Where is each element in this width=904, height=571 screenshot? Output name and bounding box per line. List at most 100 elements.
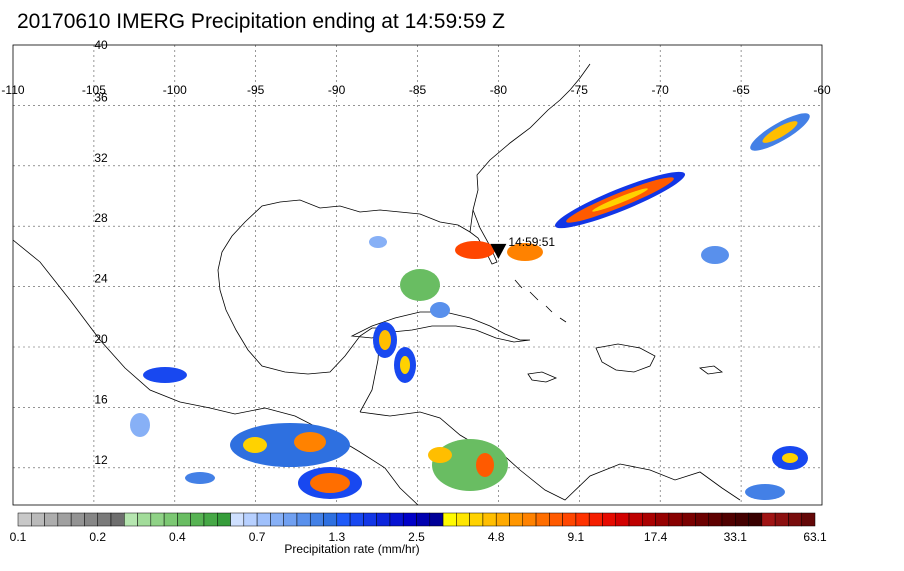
colorbar-swatch xyxy=(389,512,404,527)
colorbar-swatch xyxy=(456,512,470,527)
longitude-tick-label: -60 xyxy=(813,83,831,97)
colorbar-swatch xyxy=(469,512,484,527)
latitude-tick-label: 12 xyxy=(94,453,108,467)
longitude-tick-label: -95 xyxy=(247,83,265,97)
rain-cell xyxy=(430,302,450,318)
rain-cell xyxy=(507,243,543,261)
colorbar-swatch xyxy=(190,512,205,527)
colorbar-tick-label: 0.1 xyxy=(10,530,27,544)
latitude-tick-label: 40 xyxy=(94,38,108,52)
colorbar-swatch xyxy=(681,512,696,527)
latitude-tick-label: 36 xyxy=(94,90,108,104)
longitude-tick-label: -75 xyxy=(571,83,589,97)
colorbar-swatch xyxy=(588,512,603,527)
rain-cell xyxy=(455,241,495,259)
rain-cell xyxy=(782,453,798,463)
colorbar-tick-label: 17.4 xyxy=(644,530,668,544)
colorbar-swatch xyxy=(429,512,444,527)
colorbar-swatch xyxy=(402,512,417,527)
colorbar-swatch xyxy=(509,512,524,527)
colorbar-tick-label: 4.8 xyxy=(488,530,505,544)
colorbar-swatch xyxy=(270,512,284,527)
longitude-tick-label: -80 xyxy=(490,83,508,97)
colorbar-swatch xyxy=(695,512,709,527)
cuba xyxy=(350,311,531,343)
colorbar-tick-label: 33.1 xyxy=(724,530,748,544)
longitude-tick-label: -105 xyxy=(82,83,106,97)
colorbar-swatch xyxy=(217,512,231,527)
colorbar-swatch xyxy=(97,512,112,527)
colorbar-swatches xyxy=(17,512,816,527)
latitude-tick-label: 28 xyxy=(94,211,108,225)
colorbar-swatch xyxy=(256,512,271,527)
colorbar-tick-label: 63.1 xyxy=(803,530,827,544)
rain-cell xyxy=(400,269,440,301)
longitude-tick-label: -85 xyxy=(409,83,427,97)
colorbar-tick-label: 9.1 xyxy=(568,530,585,544)
colorbar-tick-label: 1.3 xyxy=(328,530,345,544)
colorbar-swatch xyxy=(562,512,577,527)
puerto-rico xyxy=(698,365,724,375)
colorbar-swatch xyxy=(416,512,431,527)
colorbar-swatch xyxy=(150,512,165,527)
colorbar-swatch xyxy=(774,512,789,527)
gulf-coast xyxy=(217,199,459,413)
colorbar-tick-label: 0.7 xyxy=(249,530,266,544)
rain-cell xyxy=(310,473,350,493)
coastlines xyxy=(13,63,741,505)
colorbar-tick-label: 2.5 xyxy=(408,530,425,544)
central-america-caribbean xyxy=(359,411,741,501)
latitude-tick-label: 24 xyxy=(94,272,108,286)
colorbar-swatch xyxy=(495,512,510,527)
rain-cell xyxy=(185,472,215,484)
latitude-tick-label: 20 xyxy=(94,332,108,346)
colorbar-swatch xyxy=(57,512,72,527)
colorbar-swatch xyxy=(323,512,338,527)
bahamas xyxy=(514,279,567,323)
satellite-marker: 14:59:51 xyxy=(490,235,555,259)
colorbar-swatch xyxy=(668,512,683,527)
rain-cell xyxy=(379,330,391,350)
graticule xyxy=(13,45,822,505)
colorbar-swatch xyxy=(788,512,802,527)
map-title: 20170610 IMERG Precipitation ending at 1… xyxy=(17,10,505,33)
colorbar-tick-label: 0.2 xyxy=(89,530,106,544)
florida-peninsula xyxy=(457,209,498,265)
colorbar-swatch xyxy=(309,512,324,527)
precipitation-cells xyxy=(130,113,810,500)
longitude-tick-label: -100 xyxy=(163,83,187,97)
colorbar-swatch xyxy=(535,512,550,527)
colorbar-swatch xyxy=(203,512,218,527)
latitude-labels: 40 36 32 28 24 20 16 12 xyxy=(94,38,108,467)
colorbar-swatch xyxy=(44,512,59,527)
colorbar-swatch xyxy=(735,512,749,527)
colorbar-swatch xyxy=(376,512,391,527)
colorbar-swatch xyxy=(522,512,537,527)
colorbar-swatch xyxy=(137,512,152,527)
rain-cell xyxy=(701,246,729,264)
colorbar-swatch xyxy=(110,512,125,527)
colorbar-swatch xyxy=(615,512,630,527)
colorbar-swatch xyxy=(628,512,643,527)
colorbar-swatch xyxy=(801,512,816,527)
us-east-coast xyxy=(469,63,591,233)
marker-time-label: 14:59:51 xyxy=(508,235,555,249)
jamaica xyxy=(527,371,558,383)
colorbar-swatch xyxy=(17,512,32,527)
colorbar-label: Precipitation rate (mm/hr) xyxy=(284,542,419,556)
rain-cell xyxy=(294,432,326,452)
rain-cell xyxy=(243,437,267,453)
colorbar-swatch xyxy=(283,512,298,527)
colorbar-swatch xyxy=(31,512,45,527)
longitude-labels: -110 -105 -100 -95 -90 -85 -80 -75 -70 -65 -60 xyxy=(1,83,831,97)
rain-cell xyxy=(592,188,648,212)
rain-cell xyxy=(230,423,350,467)
colorbar-swatch xyxy=(721,512,736,527)
map-frame xyxy=(12,44,823,506)
colorbar-swatch xyxy=(602,512,617,527)
hispaniola xyxy=(595,343,656,373)
colorbar-swatch xyxy=(124,512,138,527)
colorbar-swatch xyxy=(549,512,563,527)
latitude-tick-label: 32 xyxy=(94,151,108,165)
